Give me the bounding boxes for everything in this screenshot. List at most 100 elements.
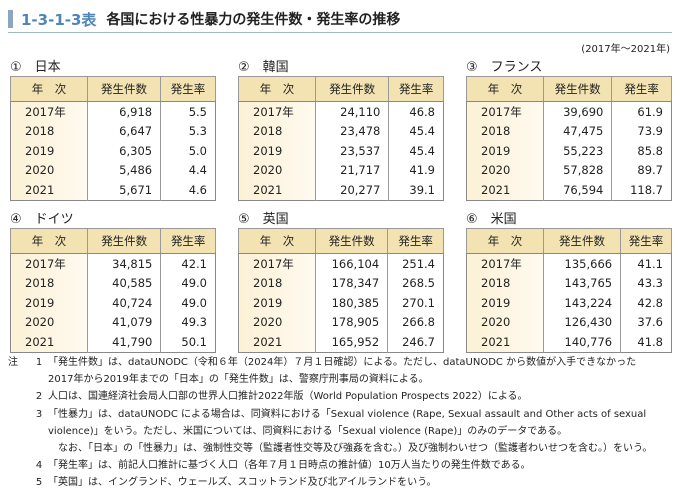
note-item: 4 「発生率」は、前記人口推計に基づく人口（各年７月１日時点の推計値）10万人当た… xyxy=(8,457,676,474)
column-header: 発生率 xyxy=(611,76,672,102)
note-number: 5 xyxy=(35,477,43,489)
count-cell: 6,305 xyxy=(87,141,162,161)
note-text: 「英国」は、イングランド、ウェールズ、スコットランド及び北アイルランドをいう。 xyxy=(48,477,437,489)
rate-cell: 5.3 xyxy=(188,124,207,139)
table-row: 2020 5,486 4.4 xyxy=(10,160,216,180)
table-row: 2020 178,905 266.8 xyxy=(238,312,444,332)
count-cell: 180,385 xyxy=(315,293,389,313)
year-cell: 2020 xyxy=(238,312,316,332)
year-cell: 2019 xyxy=(238,293,316,313)
country-table: 年 次発生件数 発生率 2017年 166,104 251.4 2018 178,347 26… xyxy=(238,228,444,353)
count-cell: 41,079 xyxy=(87,312,162,332)
count-cell: 20,277 xyxy=(315,180,390,200)
notes-label: 注 xyxy=(8,357,18,368)
year-cell: 2018 xyxy=(10,273,88,293)
rate-cell: 46.8 xyxy=(409,104,435,119)
table-row: 2019 40,724 49.0 xyxy=(10,293,216,313)
country-table: 年 次発生件数 発生率 2017年 6,918 5.5 2018 6,647 5.3 2019 6… xyxy=(10,76,216,201)
note-item: 3 「性暴力」は、dataUNODC による場合は、同資料における「Sexual … xyxy=(8,406,676,423)
year-cell: 2021 xyxy=(466,332,544,352)
table-row: 2019 6,305 5.0 xyxy=(10,141,216,161)
year-cell: 2019 xyxy=(238,141,316,161)
count-cell: 5,486 xyxy=(87,160,162,180)
column-header: 年 次 xyxy=(466,76,544,102)
year-cell: 2020 xyxy=(466,312,544,332)
note-number: 3 xyxy=(35,408,43,420)
country-caption: ③ フランス xyxy=(466,60,543,75)
count-cell: 166,104 xyxy=(315,253,389,274)
count-cell: 178,905 xyxy=(315,312,389,332)
header-row: 年 次発生件数 発生率 xyxy=(466,228,672,254)
count-cell: 39,690 xyxy=(543,101,613,122)
table-row: 2020 41,079 49.3 xyxy=(10,312,216,332)
rate-cell: 4.4 xyxy=(188,163,207,178)
year-cell: 2021 xyxy=(238,332,316,352)
country-caption: ② 韓国 xyxy=(238,60,289,75)
year-cell: 2021 xyxy=(238,180,316,200)
spacer xyxy=(8,406,30,423)
rate-cell: 42.8 xyxy=(637,295,663,310)
title-accent-bar xyxy=(8,10,13,28)
count-cell: 140,776 xyxy=(543,332,622,352)
header-row: 年 次発生件数 発生率 xyxy=(238,76,444,102)
table-row: 2021 41,790 50.1 xyxy=(10,332,216,352)
rate-cell: 5.0 xyxy=(188,143,207,158)
rate-cell: 37.6 xyxy=(637,315,663,330)
rate-cell: 73.9 xyxy=(637,124,663,139)
count-cell: 47,475 xyxy=(543,121,613,141)
rate-cell: 41.1 xyxy=(637,256,663,271)
note-number: 1 xyxy=(35,357,43,368)
note-text: 人口は、国連経済社会局人口部の世界人口推計2022年版（World Popula… xyxy=(48,391,528,403)
table-title-text: 各国における性暴力の発生件数・発生率の推移 xyxy=(106,12,401,28)
year-cell: 2021 xyxy=(466,180,544,200)
count-cell: 21,717 xyxy=(315,160,390,180)
column-header: 年 次 xyxy=(10,228,88,254)
rate-cell: 41.8 xyxy=(637,334,663,349)
column-header: 発生件数 xyxy=(314,76,390,102)
table-row: 2020 57,828 89.7 xyxy=(466,160,672,180)
count-cell: 178,347 xyxy=(315,273,389,293)
year-cell: 2019 xyxy=(466,141,544,161)
rate-cell: 5.5 xyxy=(188,104,207,119)
table-row: 2021 20,277 39.1 xyxy=(238,180,444,200)
header-row: 年 次発生件数 発生率 xyxy=(466,76,672,102)
count-cell: 143,224 xyxy=(543,293,622,313)
rate-cell: 4.6 xyxy=(188,182,207,197)
table-row: 2019 55,223 85.8 xyxy=(466,141,672,161)
header-row: 年 次発生件数 発生率 xyxy=(10,228,216,254)
rate-cell: 49.0 xyxy=(181,276,207,291)
count-cell: 76,594 xyxy=(543,180,613,200)
table-row: 2021 140,776 41.8 xyxy=(466,332,672,352)
note-item: 2 人口は、国連経済社会局人口部の世界人口推計2022年版（World Popul… xyxy=(8,388,676,405)
country-caption: ④ ドイツ xyxy=(10,212,74,227)
column-header: 年 次 xyxy=(238,76,316,102)
rate-cell: 85.8 xyxy=(637,143,663,158)
year-cell: 2017年 xyxy=(238,253,316,274)
column-header: 発生件数 xyxy=(542,228,622,254)
note-text: 「性暴力」は、dataUNODC による場合は、同資料における「Sexual v… xyxy=(48,408,647,420)
note-item: 5 「英国」は、イングランド、ウェールズ、スコットランド及び北アイルランドをいう。 xyxy=(8,474,676,491)
country-table-block: ③ フランス年 次発生件数 発生率 2017年 39,690 61.9 2018 47,47… xyxy=(466,56,672,201)
country-caption: ⑤ 英国 xyxy=(238,212,289,227)
table-row: 2017年 24,110 46.8 xyxy=(238,101,444,122)
column-header: 年 次 xyxy=(10,76,88,102)
year-cell: 2017年 xyxy=(466,253,544,274)
count-cell: 6,918 xyxy=(87,101,162,122)
spacer xyxy=(8,474,30,491)
count-cell: 40,724 xyxy=(87,293,162,313)
rate-cell: 43.3 xyxy=(637,276,663,291)
period-label: (2017年～2021年) xyxy=(581,44,670,55)
table-row: 2018 6,647 5.3 xyxy=(10,121,216,141)
rate-cell: 246.7 xyxy=(402,334,435,349)
year-cell: 2021 xyxy=(10,332,88,352)
year-cell: 2020 xyxy=(238,160,316,180)
rate-cell: 49.3 xyxy=(181,315,207,330)
notes: 注 1 「発生件数」は、dataUNODC（令和６年（2024年）７月１日確認）によ… xyxy=(8,354,676,492)
table-row: 2017年 39,690 61.9 xyxy=(466,101,672,122)
rate-cell: 251.4 xyxy=(402,256,435,271)
column-header: 発生率 xyxy=(388,76,444,102)
count-cell: 34,815 xyxy=(87,253,162,274)
note-text: violence)」をいう。ただし、米国については、同資料における「Sexual… xyxy=(48,425,568,437)
country-table: 年 次発生件数 発生率 2017年 135,666 41.1 2018 143,765 43.… xyxy=(466,228,672,353)
country-table-block: ① 日本年 次発生件数 発生率 2017年 6,918 5.5 2018 6,647 5.3 2… xyxy=(10,56,216,201)
